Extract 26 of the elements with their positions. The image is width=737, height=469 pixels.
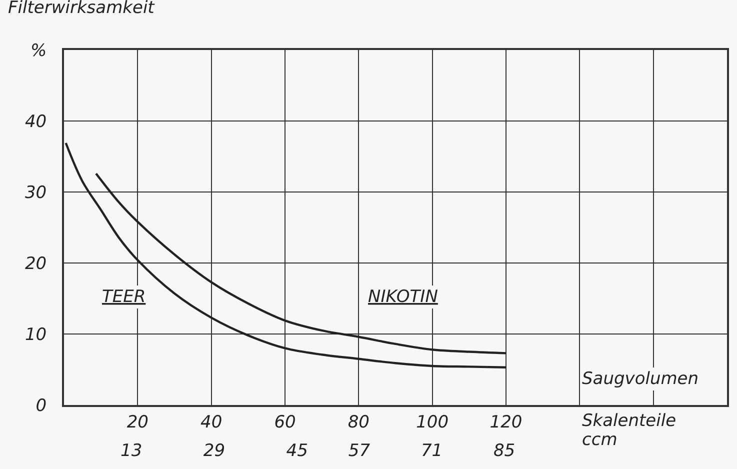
x-tick-label: 60	[274, 412, 296, 432]
line-series	[94, 172, 508, 354]
y-tick-label: 40	[24, 112, 47, 132]
x2-tick-label: 57	[348, 441, 370, 461]
x2-tick-label: 85	[493, 441, 516, 461]
series-label: TEER	[102, 287, 146, 307]
x-tick-label: 40	[200, 412, 222, 432]
annotation: Saugvolumen	[582, 369, 699, 389]
x2-tick-label: 71	[420, 441, 443, 461]
y-axis-title: Filterwirksamkeit	[8, 0, 156, 18]
y-tick-label: %	[30, 40, 47, 61]
y-tick-label: 30	[24, 182, 47, 203]
y-tick-label: 0	[36, 396, 47, 416]
series-label: NIKOTIN	[368, 287, 438, 307]
x2-tick-label: 45	[286, 441, 308, 461]
x2-tick-label: 13	[120, 441, 142, 461]
x-tick-label: 100	[416, 412, 449, 432]
x-axis-title: Skalenteile	[582, 411, 676, 431]
y-tick-label: 20	[24, 254, 47, 274]
x-tick-label: 80	[348, 412, 370, 432]
x-tick-label: 120	[490, 412, 522, 432]
line-series	[64, 142, 508, 368]
x2-tick-label: 29	[203, 441, 226, 461]
x-tick-label: 20	[126, 412, 148, 432]
y-tick-label: 10	[24, 324, 47, 345]
x2-axis-title: ccm	[582, 430, 618, 450]
